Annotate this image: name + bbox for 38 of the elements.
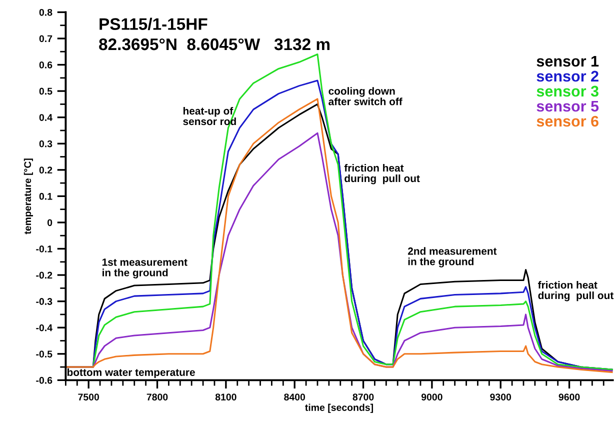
x-tick-label: 9600 (558, 394, 580, 400)
y-tick-label: -0.1 (36, 245, 52, 252)
y-tick-label: 0 (47, 219, 52, 226)
y-tick-label: -0.3 (36, 298, 52, 305)
x-tick-label: 8700 (352, 394, 374, 400)
y-tick-label: -0.5 (36, 350, 52, 358)
y-tick-label: 0.5 (39, 88, 52, 95)
y-axis-title: temperature [°C] (24, 158, 33, 234)
annotation: friction heat during pull out (344, 164, 420, 184)
y-tick-label: -0.6 (36, 376, 52, 384)
y-tick-label: 0.1 (39, 192, 52, 200)
x-tick-label: 7800 (146, 394, 168, 400)
annotation: friction heat during pull out (538, 281, 614, 302)
x-tick-label: 9000 (421, 394, 442, 400)
x-tick-label: 9300 (490, 394, 512, 401)
annotation: 2nd measurement in the ground (408, 247, 497, 268)
text: sensor 5 (536, 100, 599, 112)
y-tick-label: 0.7 (39, 35, 52, 42)
x-axis-title: time [seconds] (305, 404, 373, 413)
y-tick-label: 0.2 (39, 166, 52, 174)
x-tick-label: 7500 (78, 394, 100, 400)
y-tick-label: 0.8 (39, 8, 52, 16)
text: sensor 2 (536, 70, 598, 82)
annotation: 1st measurement in the ground (102, 258, 188, 278)
text: 82.3695°N 8.6045°W 3132 m (99, 38, 330, 50)
x-tick-label: 8100 (215, 394, 236, 400)
annotation: cooling down after switch off (328, 87, 402, 106)
y-tick-label: -0.4 (36, 324, 52, 332)
chart-title: PS115/1-15HF (100, 18, 208, 30)
text: sensor 6 (536, 116, 598, 127)
y-tick-label: -0.2 (36, 272, 52, 279)
annotation: bottom water temperature (67, 368, 195, 378)
text: sensor 1 (536, 56, 599, 67)
y-tick-label: 0.4 (39, 114, 52, 121)
text: sensor 3 (536, 86, 598, 97)
x-tick-label: 8400 (284, 394, 306, 400)
y-tick-label: 0.3 (39, 140, 52, 148)
y-tick-label: 0.6 (39, 62, 52, 68)
